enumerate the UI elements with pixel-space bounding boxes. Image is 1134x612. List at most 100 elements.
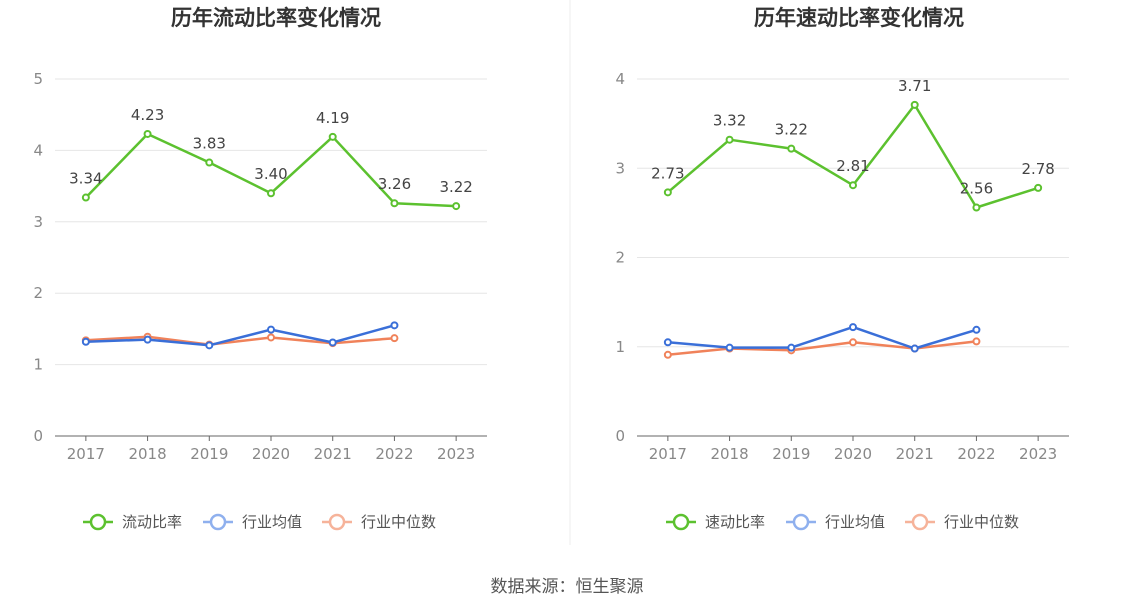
chart-1: 历年流动比率变化情况 0 1 2 3 4 5 2017 2018 2019 2020 2021 2022… xyxy=(33,6,487,531)
x-tick-label: 2022 xyxy=(957,445,995,463)
data-label: 3.40 xyxy=(254,165,287,183)
x-tick-label: 2020 xyxy=(252,445,290,463)
data-label: 3.71 xyxy=(898,77,931,95)
data-point xyxy=(972,337,981,346)
data-point xyxy=(390,334,399,343)
legend-item: 行业中位数 xyxy=(905,513,1019,531)
data-point xyxy=(81,193,90,202)
legend-item: 行业均值 xyxy=(786,513,885,531)
x-tick-label: 2017 xyxy=(67,445,105,463)
x-tick-label: 2018 xyxy=(710,445,748,463)
series-line xyxy=(667,340,977,357)
data-point xyxy=(787,343,796,352)
x-tick-label: 2021 xyxy=(896,445,934,463)
chart-2: 历年速动比率变化情况 0 1 2 3 4 2017 2018 2019 2020 2021 2022 2… xyxy=(615,6,1069,531)
data-point xyxy=(787,144,796,153)
y-tick-label: 3 xyxy=(33,213,43,231)
series-line xyxy=(667,325,977,350)
data-point xyxy=(725,135,734,144)
data-label: 3.83 xyxy=(193,135,226,153)
data-label: 4.19 xyxy=(316,109,349,127)
x-tick-label: 2023 xyxy=(437,445,475,463)
data-point xyxy=(143,129,152,138)
series-3 xyxy=(663,337,981,359)
data-point xyxy=(328,132,337,141)
data-point xyxy=(267,325,275,334)
y-tick-label: 0 xyxy=(33,427,43,445)
data-label: 2.73 xyxy=(651,164,684,182)
y-tick-label: 1 xyxy=(33,356,43,374)
series-1: 2.73 3.32 3.22 2.81 3.71 2.56 2.78 xyxy=(651,77,1055,212)
x-tick-label: 2017 xyxy=(649,445,687,463)
data-label: 3.26 xyxy=(378,175,411,193)
data-point xyxy=(972,203,981,212)
data-point xyxy=(452,202,461,211)
chart-title: 历年速动比率变化情况 xyxy=(754,6,964,30)
y-tick-label: 1 xyxy=(615,338,625,356)
legend-label: 速动比率 xyxy=(705,513,765,531)
chart-title: 历年流动比率变化情况 xyxy=(171,6,381,30)
y-tick-label: 5 xyxy=(33,70,43,88)
legend-marker xyxy=(792,513,810,531)
legend-marker xyxy=(328,513,346,531)
legend-marker xyxy=(672,513,690,531)
x-tick-label: 2020 xyxy=(834,445,872,463)
data-point xyxy=(972,325,981,334)
legend-marker xyxy=(89,513,107,531)
x-tick-label: 2022 xyxy=(375,445,413,463)
x-tick-label: 2019 xyxy=(190,445,228,463)
data-source: 数据来源：恒生聚源 xyxy=(491,577,644,597)
series-1: 3.34 4.23 3.83 3.40 4.19 3.26 3.22 xyxy=(69,106,473,211)
y-tick-label: 2 xyxy=(33,284,43,302)
x-tick-label: 2019 xyxy=(772,445,810,463)
data-point xyxy=(663,338,672,347)
x-tick-label: 2021 xyxy=(314,445,352,463)
series-2 xyxy=(663,323,981,353)
data-point xyxy=(267,333,275,342)
data-point xyxy=(849,323,857,332)
legend-item: 行业中位数 xyxy=(322,513,436,531)
legend: 流动比率 行业均值 行业中位数 xyxy=(83,513,436,531)
data-point xyxy=(663,350,672,359)
y-tick-label: 4 xyxy=(615,70,625,88)
data-point xyxy=(143,335,152,344)
data-label: 2.78 xyxy=(1021,160,1054,178)
data-label: 3.22 xyxy=(439,178,472,196)
data-point xyxy=(1034,183,1043,192)
data-label: 2.81 xyxy=(836,157,869,175)
data-point xyxy=(205,158,214,167)
legend-item: 行业均值 xyxy=(203,513,302,531)
y-tick-label: 3 xyxy=(615,159,625,177)
legend-label: 行业中位数 xyxy=(361,513,436,531)
data-label: 2.56 xyxy=(960,180,993,198)
legend-label: 行业均值 xyxy=(825,513,885,531)
data-point xyxy=(328,338,337,347)
data-label: 4.23 xyxy=(131,106,164,124)
data-point xyxy=(390,321,399,330)
series-line xyxy=(85,335,395,346)
legend-label: 流动比率 xyxy=(122,513,182,531)
legend-label: 行业均值 xyxy=(242,513,302,531)
legend-marker xyxy=(209,513,227,531)
legend-marker xyxy=(911,513,929,531)
x-tick-label: 2023 xyxy=(1019,445,1057,463)
data-point xyxy=(267,189,275,198)
y-tick-label: 0 xyxy=(615,427,625,445)
legend-item: 流动比率 xyxy=(83,513,182,531)
series-2 xyxy=(81,321,399,350)
legend-label: 行业中位数 xyxy=(944,513,1019,531)
x-tick-label: 2018 xyxy=(128,445,166,463)
data-point xyxy=(725,343,734,352)
y-tick-label: 4 xyxy=(33,141,43,159)
data-point xyxy=(910,100,919,109)
legend-item: 速动比率 xyxy=(666,513,765,531)
data-point xyxy=(663,188,672,197)
y-tick-label: 2 xyxy=(615,249,625,267)
data-point xyxy=(849,338,857,347)
data-point xyxy=(81,337,90,346)
data-point xyxy=(205,341,214,350)
data-point xyxy=(849,181,857,190)
data-label: 3.32 xyxy=(713,112,746,130)
